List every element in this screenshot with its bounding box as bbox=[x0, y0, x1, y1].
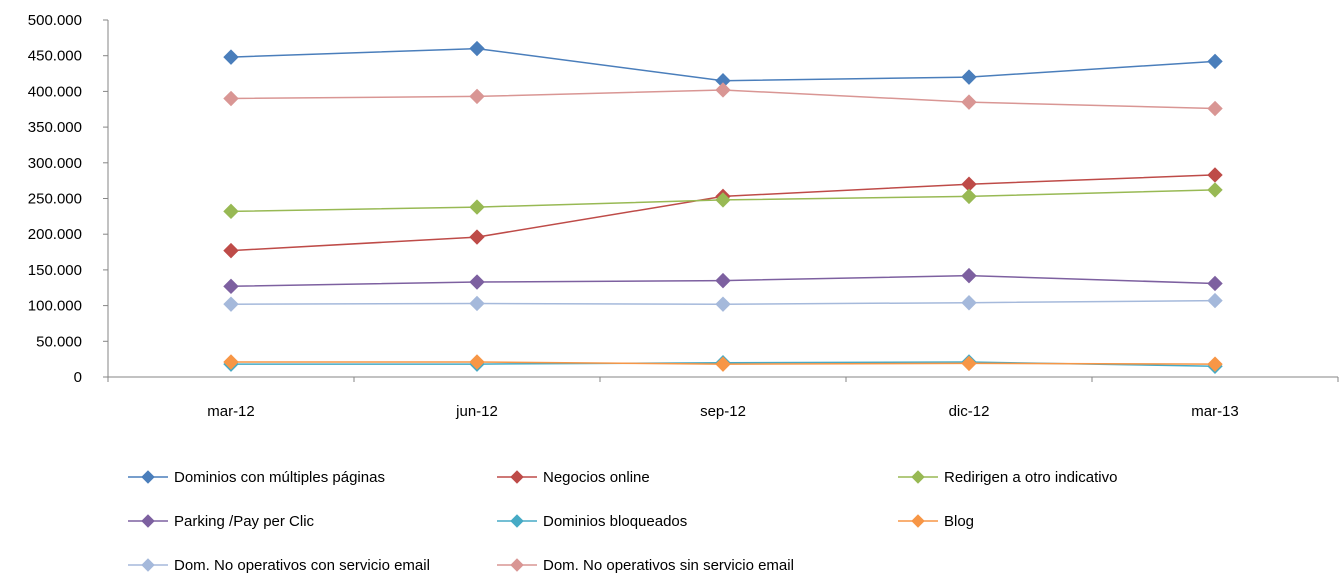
legend-label: Dominios con múltiples páginas bbox=[174, 469, 385, 486]
y-tick-label: 500.000 bbox=[28, 12, 82, 29]
data-point-marker bbox=[961, 69, 977, 85]
legend-marker bbox=[510, 470, 524, 484]
data-point-marker bbox=[223, 354, 239, 370]
data-point-marker bbox=[469, 229, 485, 245]
legend-marker bbox=[141, 470, 155, 484]
data-point-marker bbox=[715, 356, 731, 372]
y-tick-label: 200.000 bbox=[28, 226, 82, 243]
y-tick-label: 100.000 bbox=[28, 298, 82, 315]
data-point-marker bbox=[715, 82, 731, 98]
series-line bbox=[230, 174, 1216, 252]
data-point-marker bbox=[715, 272, 731, 289]
data-point-marker bbox=[469, 88, 485, 105]
x-tick-label: mar-12 bbox=[207, 403, 255, 420]
y-tick-label: 50.000 bbox=[36, 333, 82, 350]
x-tick-label: jun-12 bbox=[455, 403, 498, 420]
data-point-marker bbox=[223, 296, 239, 312]
data-point-marker bbox=[961, 295, 977, 311]
legend-marker bbox=[510, 514, 524, 528]
data-point-marker bbox=[961, 188, 977, 205]
data-point-marker bbox=[469, 199, 485, 215]
legend-label: Dom. No operativos sin servicio email bbox=[543, 557, 794, 573]
x-tick-label: mar-13 bbox=[1191, 403, 1239, 420]
legend-label: Blog bbox=[944, 513, 974, 530]
data-point-marker bbox=[961, 94, 977, 110]
data-point-marker bbox=[469, 295, 485, 312]
data-point-marker bbox=[1207, 275, 1223, 292]
y-tick-label: 300.000 bbox=[28, 155, 82, 172]
data-point-marker bbox=[223, 203, 239, 220]
data-point-marker bbox=[1207, 100, 1223, 117]
data-point-marker bbox=[469, 354, 485, 370]
data-point-marker bbox=[1207, 182, 1223, 198]
legend-label: Dominios bloqueados bbox=[543, 513, 687, 530]
y-tick-label: 450.000 bbox=[28, 48, 82, 65]
x-tick-label: dic-12 bbox=[949, 403, 990, 420]
data-point-marker bbox=[715, 192, 731, 208]
data-point-marker bbox=[961, 267, 977, 284]
legend-label: Dom. No operativos con servicio email bbox=[174, 557, 430, 573]
data-point-marker bbox=[469, 40, 485, 57]
legend-label: Redirigen a otro indicativo bbox=[944, 469, 1117, 486]
legend-marker bbox=[911, 470, 925, 484]
legend-label: Negocios online bbox=[543, 469, 650, 486]
y-tick-label: 250.000 bbox=[28, 191, 82, 208]
data-point-marker bbox=[223, 242, 239, 259]
legend-marker bbox=[141, 558, 155, 572]
data-point-marker bbox=[223, 90, 239, 107]
y-tick-label: 0 bbox=[74, 369, 82, 386]
data-point-marker bbox=[223, 278, 239, 295]
y-tick-label: 400.000 bbox=[28, 83, 82, 100]
data-point-marker bbox=[1207, 292, 1223, 309]
legend-label: Parking /Pay per Clic bbox=[174, 513, 315, 530]
data-point-marker bbox=[1207, 356, 1223, 372]
data-point-marker bbox=[223, 49, 239, 65]
y-tick-label: 150.000 bbox=[28, 262, 82, 279]
data-point-marker bbox=[1207, 167, 1223, 183]
data-point-marker bbox=[715, 296, 731, 312]
data-point-marker bbox=[469, 274, 485, 290]
legend-marker bbox=[141, 514, 155, 528]
data-point-marker bbox=[1207, 53, 1223, 70]
legend-marker bbox=[911, 514, 925, 528]
x-tick-label: sep-12 bbox=[700, 403, 746, 420]
y-tick-label: 350.000 bbox=[28, 119, 82, 136]
data-point-marker bbox=[961, 355, 977, 372]
legend-marker bbox=[510, 558, 524, 572]
